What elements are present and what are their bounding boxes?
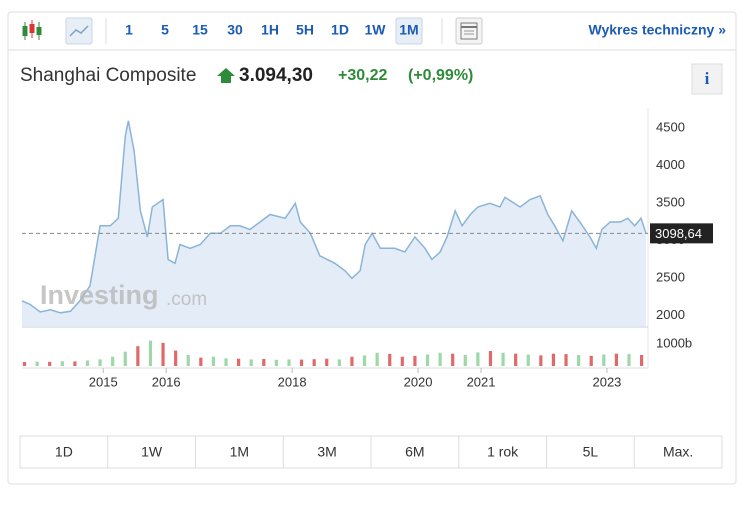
interval-button[interactable]: 1W — [365, 22, 387, 38]
info-icon[interactable]: i — [705, 69, 710, 88]
volume-bar — [577, 354, 581, 366]
volume-bar — [22, 362, 27, 366]
y-tick-label: 3500 — [656, 195, 685, 210]
volume-bar — [186, 354, 190, 366]
volume-bar — [501, 352, 505, 366]
volume-bar — [350, 356, 354, 366]
range-button[interactable]: 1D — [55, 444, 73, 460]
volume-bar — [589, 355, 593, 366]
interval-button[interactable]: 15 — [192, 22, 208, 38]
y-tick-label: 4500 — [656, 120, 685, 135]
watermark: .com — [166, 289, 207, 310]
change: +30,22 — [338, 67, 387, 84]
range-button[interactable]: 6M — [405, 444, 424, 460]
volume-bar — [136, 346, 140, 366]
volume-bar — [85, 360, 90, 366]
volume-bar — [249, 359, 253, 366]
interval-button[interactable]: 1 — [125, 22, 133, 38]
technical-link[interactable]: Wykres techniczny » — [589, 22, 727, 38]
range-button[interactable]: 1M — [230, 444, 249, 460]
interval-button[interactable]: 1D — [331, 22, 349, 38]
candle-icon[interactable] — [22, 20, 42, 40]
volume-bar — [287, 359, 291, 366]
volume-bar — [148, 340, 153, 366]
range-button[interactable]: 5L — [583, 444, 599, 460]
volume-bar — [312, 359, 316, 366]
volume-bar — [551, 353, 556, 366]
volume-bar — [488, 351, 493, 366]
instrument-name: Shanghai Composite — [20, 65, 196, 86]
x-tick-label: 2015 — [89, 374, 118, 389]
volume-bar — [362, 355, 367, 366]
volume-bar — [539, 355, 543, 366]
volume-bar — [639, 354, 644, 366]
volume-bar — [413, 355, 417, 366]
info-button[interactable] — [691, 63, 723, 95]
price-area — [22, 120, 646, 327]
volume-bar — [60, 361, 64, 366]
range-button[interactable]: Max. — [663, 444, 693, 460]
volume-bar — [388, 353, 392, 366]
volume-bar — [211, 356, 216, 366]
watermark: Investing — [40, 280, 159, 310]
price: 3.094,30 — [239, 65, 313, 86]
interval-selected — [395, 17, 423, 45]
y-tick-label: 4000 — [656, 157, 685, 172]
interval-button[interactable]: 1M — [399, 22, 418, 38]
volume-bar — [299, 359, 304, 366]
volume-bar — [73, 361, 77, 366]
volume-bar — [98, 359, 102, 366]
current-price-box — [650, 223, 713, 244]
x-tick-label: 2021 — [467, 374, 496, 389]
volume-bar — [476, 352, 480, 366]
volume-bar — [174, 350, 178, 366]
volume-bar — [325, 358, 329, 366]
volume-bar — [627, 354, 631, 366]
volume-bar — [274, 359, 278, 366]
volume-bar — [602, 354, 606, 366]
y-tick-label: 2500 — [656, 270, 685, 285]
range-button[interactable]: 3M — [317, 444, 336, 460]
change-percent: (+0,99%) — [408, 67, 473, 84]
x-tick-label: 2023 — [592, 374, 621, 389]
volume-bar — [224, 358, 228, 366]
y-tick-label: 1000b — [656, 335, 692, 350]
volume-bar — [526, 354, 530, 366]
volume-bar — [425, 354, 430, 366]
volume-bar — [614, 353, 619, 366]
range-button[interactable]: 1W — [141, 444, 163, 460]
volume-bar — [564, 354, 568, 366]
interval-button[interactable]: 1H — [261, 22, 279, 38]
interval-button[interactable]: 30 — [227, 22, 243, 38]
volume-bar — [35, 361, 39, 366]
range-button[interactable]: 1 rok — [487, 444, 519, 460]
x-tick-label: 2016 — [152, 374, 181, 389]
x-tick-label: 2020 — [404, 374, 433, 389]
volume-bar — [237, 358, 241, 366]
volume-bar — [48, 361, 52, 366]
volume-bar — [375, 352, 379, 366]
volume-bar — [161, 342, 165, 366]
volume-bar — [514, 353, 518, 366]
table-icon[interactable] — [455, 17, 483, 45]
volume-bar — [123, 351, 127, 366]
line-icon[interactable] — [65, 17, 93, 45]
y-tick-label: 2000 — [656, 307, 685, 322]
up-arrow — [217, 68, 235, 83]
interval-button[interactable]: 5 — [161, 22, 169, 38]
interval-button[interactable]: 5H — [296, 22, 314, 38]
x-tick-label: 2018 — [278, 374, 307, 389]
volume-bar — [111, 356, 115, 366]
volume-bar — [262, 358, 266, 366]
current-price-label: 3098,64 — [655, 226, 702, 241]
volume-bar — [438, 352, 442, 366]
volume-bar — [337, 359, 341, 366]
volume-bar — [451, 353, 455, 366]
volume-bar — [199, 357, 203, 366]
volume-bar — [400, 356, 404, 366]
price-line — [21, 120, 647, 314]
volume-bar — [463, 354, 467, 366]
